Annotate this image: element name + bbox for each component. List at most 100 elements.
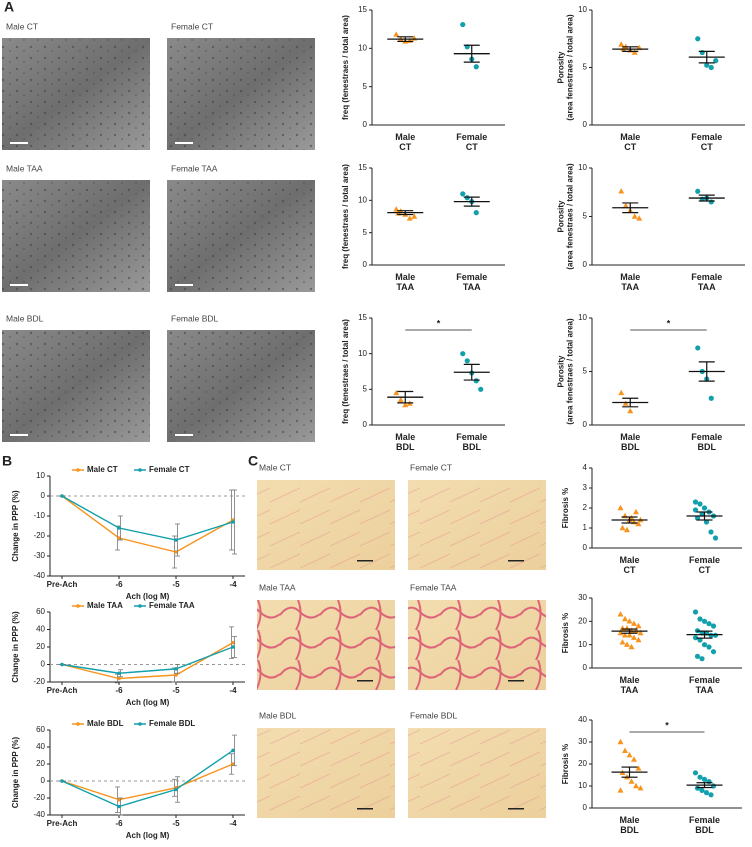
legend-label: Male CT <box>87 465 118 474</box>
y-tick-label: 10 <box>578 313 587 322</box>
data-point <box>406 215 413 221</box>
scale-bar <box>10 142 28 144</box>
y-tick-label: 0 <box>41 491 46 500</box>
data-point <box>174 673 178 677</box>
data-point <box>473 210 479 216</box>
data-point <box>631 620 637 626</box>
legend-label: Female BDL <box>149 719 195 728</box>
data-point <box>631 756 637 762</box>
data-point <box>710 649 717 655</box>
x-tick-label: Female BDL <box>689 815 720 835</box>
data-point <box>231 520 235 524</box>
x-tick-label: Male BDL <box>395 432 415 452</box>
y-tick-label: 5 <box>583 367 588 376</box>
legend-marker <box>138 722 142 726</box>
legend-label: Female CT <box>149 465 190 474</box>
histology-texture <box>257 728 395 818</box>
x-tick-label: -5 <box>172 580 180 589</box>
data-point <box>628 778 635 784</box>
y-tick-label: 60 <box>36 607 45 616</box>
scale-bar <box>508 680 524 682</box>
x-axis-label: Ach (log M) <box>126 698 170 707</box>
y-tick-label: 0 <box>583 120 588 129</box>
data-point <box>694 653 701 659</box>
data-point <box>692 507 699 513</box>
y-tick-label: 10 <box>578 5 587 14</box>
data-point <box>699 49 705 56</box>
y-tick-label: 5 <box>363 228 368 237</box>
series-line <box>61 763 234 801</box>
y-tick-label: 0 <box>363 420 368 429</box>
y-axis-label: freq (fenestraes / total area) <box>341 319 350 424</box>
y-tick-label: 0 <box>583 543 588 552</box>
data-point <box>706 621 712 627</box>
data-point <box>117 804 121 809</box>
x-tick-label: Female BDL <box>456 432 487 452</box>
x-tick-label: Male TAA <box>620 272 640 292</box>
data-point <box>478 386 484 392</box>
panel-label: A <box>4 0 14 15</box>
data-point <box>706 779 712 785</box>
data-point <box>631 49 638 55</box>
x-tick-label: Female CT <box>689 555 720 575</box>
data-point <box>393 31 400 37</box>
data-point <box>628 643 635 650</box>
data-point <box>473 378 479 384</box>
y-axis-label-group: Porosity(area fenestraes / total area) <box>557 318 575 425</box>
y-tick-label: 15 <box>358 163 367 172</box>
data-point <box>627 407 634 414</box>
x-tick-label: -5 <box>172 819 180 828</box>
significance-label: * <box>437 318 441 328</box>
y-tick-label: 60 <box>36 725 45 734</box>
data-point <box>708 792 714 798</box>
micrograph-texture <box>2 330 150 442</box>
micrograph-texture <box>167 180 315 292</box>
legend-label: Male BDL <box>87 719 124 728</box>
y-tick-label: 5 <box>363 384 368 393</box>
y-axis-label: freq (fenestraes / total area) <box>341 15 350 120</box>
data-point <box>637 785 644 791</box>
y-tick-label: 0 <box>41 776 46 785</box>
data-point <box>703 790 710 796</box>
micrograph-texture <box>2 38 150 150</box>
data-point <box>460 21 466 28</box>
y-tick-label: -30 <box>33 551 45 560</box>
micrograph-texture <box>167 38 315 150</box>
y-tick-label: 10 <box>578 640 587 649</box>
x-axis-label: Ach (log M) <box>126 592 170 601</box>
legend-marker <box>76 722 80 726</box>
micrograph-texture <box>2 180 150 292</box>
x-tick-label: Male BDL <box>620 432 640 452</box>
x-tick-label: Male CT <box>395 132 415 152</box>
y-axis-label: Fibrosis % <box>561 488 570 528</box>
y-axis-label: Porosity(area fenestraes / total area) <box>557 14 575 121</box>
y-axis-label-group: freq (fenestraes / total area) <box>341 164 350 269</box>
data-point <box>617 504 624 511</box>
scale-bar <box>508 560 524 562</box>
data-point <box>701 618 708 624</box>
x-tick-label: Female TAA <box>691 272 722 292</box>
y-tick-label: 10 <box>578 163 587 172</box>
image-caption: Male TAA <box>6 163 43 173</box>
image-caption: Female TAA <box>171 163 218 173</box>
data-point <box>617 611 624 617</box>
x-tick-label: Female CT <box>456 132 487 152</box>
series-line <box>61 495 234 553</box>
data-point <box>411 213 418 219</box>
image-caption: Female TAA <box>410 582 457 592</box>
legend-label: Male TAA <box>87 601 123 610</box>
data-point <box>393 389 400 396</box>
image-caption: Female BDL <box>171 313 219 323</box>
data-point <box>635 636 642 643</box>
x-tick-label: Male BDL <box>619 815 639 835</box>
y-tick-label: 0 <box>583 803 588 812</box>
y-tick-label: 30 <box>578 593 587 602</box>
y-tick-label: -20 <box>33 793 45 802</box>
x-tick-label: Female TAA <box>689 675 720 695</box>
data-point <box>231 645 235 649</box>
y-tick-label: 10 <box>358 195 367 204</box>
x-tick-label: Pre-Ach <box>47 819 78 828</box>
y-tick-label: -20 <box>33 677 45 686</box>
scale-bar <box>175 142 193 144</box>
data-point <box>633 508 639 515</box>
